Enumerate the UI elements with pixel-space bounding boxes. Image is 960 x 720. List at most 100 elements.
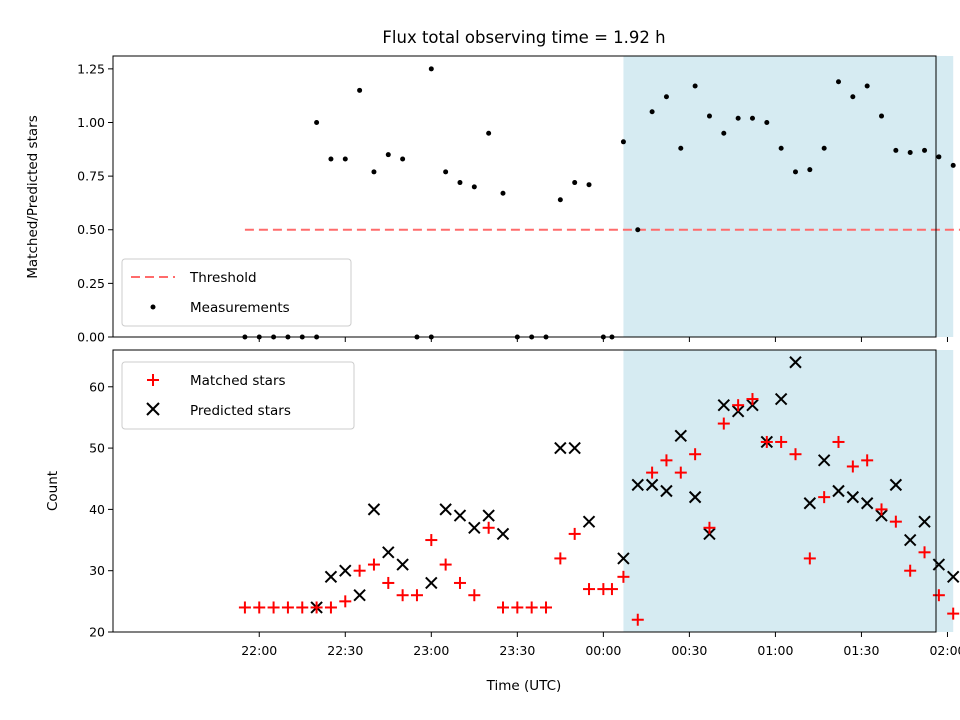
matched-star-point — [554, 552, 567, 565]
y-tick-label: 20 — [89, 625, 105, 640]
y-tick-label: 0.25 — [77, 276, 105, 291]
matched-star-point — [583, 583, 596, 596]
measurement-point — [557, 197, 563, 203]
measurement-point — [778, 145, 784, 151]
matched-star-point — [703, 521, 716, 534]
matched-star-point — [281, 601, 294, 614]
matched-star-point — [689, 448, 702, 461]
matched-star-point — [803, 552, 816, 565]
matched-star-point — [453, 576, 466, 589]
predicted-star-point — [875, 509, 888, 522]
bottom-panel: 20 30 40 50 60 22:00 22:30 23:00 23:30 00:00 00:3… — [45, 349, 960, 694]
measurement-point — [922, 147, 928, 153]
matched-star-point — [324, 601, 337, 614]
predicted-star-point — [324, 570, 338, 584]
measurement-point — [864, 83, 870, 89]
measurement-point — [428, 66, 434, 72]
x-tick-label: 22:00 — [241, 643, 277, 658]
measurement-point — [821, 145, 827, 151]
predicted-star-point — [889, 478, 903, 492]
measurement-point — [457, 180, 463, 186]
predicted-star-point — [932, 558, 946, 571]
legend-matched-label: Matched stars — [190, 373, 286, 389]
predicted-star-point — [425, 576, 438, 590]
predicted-star-point — [803, 497, 817, 510]
predicted-star-point — [703, 527, 716, 541]
measurement-point — [879, 113, 885, 119]
bottom-y-axis-label: Count — [45, 471, 61, 511]
matched-star-point — [482, 521, 495, 534]
legend-measurements-swatch — [150, 304, 156, 310]
top-y-ticks: 0.00 0.25 0.50 0.75 1.00 1.25 — [77, 61, 113, 345]
matched-star-point — [425, 534, 438, 547]
measurement-point — [678, 145, 684, 151]
matched-star-point — [861, 454, 874, 467]
measurement-point — [400, 156, 406, 162]
predicted-star-point — [568, 441, 581, 455]
x-tick-label: 02:00 — [929, 643, 960, 658]
y-tick-label: 1.25 — [77, 61, 105, 76]
predicted-star-point — [660, 484, 673, 498]
predicted-star-point — [468, 521, 481, 534]
predicted-star-point — [774, 392, 788, 406]
measurement-point — [471, 184, 477, 190]
predicted-star-point — [396, 558, 409, 571]
predicted-star-point — [582, 515, 596, 528]
predicted-star-point — [860, 497, 874, 510]
matched-star-point — [439, 558, 452, 571]
legend-predicted-label: Predicted stars — [190, 403, 291, 419]
predicted-star-point — [717, 398, 731, 412]
predicted-star-point — [482, 509, 495, 522]
matched-star-point — [904, 564, 917, 577]
measurement-point — [807, 167, 813, 173]
measurement-point — [385, 152, 391, 158]
measurement-point — [692, 83, 698, 89]
y-tick-label: 40 — [89, 502, 105, 517]
predicted-star-point — [789, 356, 802, 369]
matched-star-point — [238, 601, 251, 614]
measurement-point — [792, 169, 798, 175]
measurement-point — [371, 169, 377, 175]
matched-star-point — [339, 595, 352, 608]
matched-star-point — [605, 583, 618, 596]
matched-star-point — [889, 515, 902, 528]
predicted-star-point — [918, 515, 931, 528]
matched-star-point — [367, 558, 380, 571]
matched-star-point — [540, 601, 553, 614]
measurement-point — [764, 119, 770, 125]
measurement-point — [950, 162, 956, 168]
matched-star-point — [746, 393, 759, 406]
matched-star-point — [775, 435, 788, 448]
bottom-legend: Matched stars Predicted stars — [121, 361, 355, 430]
measurement-point — [936, 154, 942, 160]
matched-star-point — [918, 546, 931, 559]
predicted-star-point — [554, 441, 567, 455]
bottom-legend-box — [121, 361, 355, 430]
predicted-star-point — [817, 454, 831, 467]
matched-star-point — [410, 589, 423, 602]
chart-title: Flux total observing time = 1.92 h — [382, 28, 665, 47]
matched-star-point — [310, 601, 323, 614]
matched-star-point — [617, 570, 630, 583]
top-legend-box — [121, 258, 352, 327]
legend-predicted-swatch — [146, 402, 160, 416]
measurement-point — [663, 94, 669, 100]
y-tick-label: 0.75 — [77, 169, 105, 184]
measurement-point — [706, 113, 712, 119]
observing-span-bottom — [623, 350, 954, 632]
predicted-star-point — [688, 490, 702, 504]
predicted-star-point — [903, 533, 917, 547]
measurement-point — [357, 87, 363, 93]
measurement-point — [749, 115, 755, 121]
matched-star-point — [511, 601, 524, 614]
predicted-star-point — [353, 589, 366, 602]
y-tick-label: 30 — [89, 563, 105, 578]
legend-matched-swatch — [147, 374, 159, 386]
matched-star-point — [646, 466, 659, 479]
y-tick-label: 1.00 — [77, 115, 105, 130]
predicted-star-point — [731, 405, 745, 418]
bottom-y-ticks: 20 30 40 50 60 — [89, 379, 113, 640]
matched-star-point — [267, 601, 280, 614]
predicted-star-point — [746, 398, 759, 412]
matched-star-point — [568, 527, 581, 540]
